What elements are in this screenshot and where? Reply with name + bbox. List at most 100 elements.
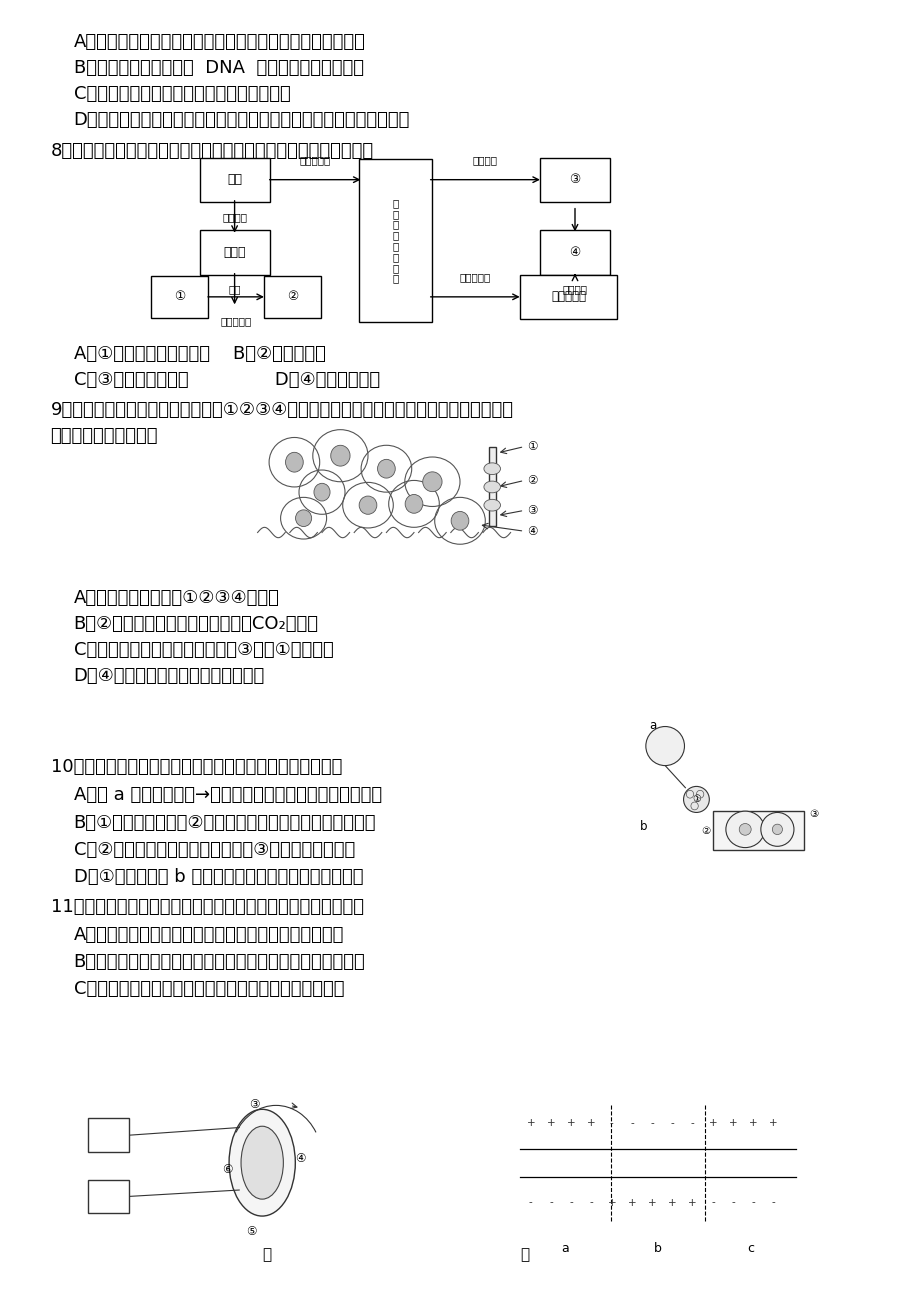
Text: -: - bbox=[528, 1198, 532, 1207]
Ellipse shape bbox=[285, 452, 303, 473]
Text: +: + bbox=[526, 1118, 535, 1128]
Text: ③: ③ bbox=[249, 1098, 260, 1111]
Ellipse shape bbox=[683, 786, 709, 812]
Text: +: + bbox=[586, 1118, 596, 1128]
Text: a: a bbox=[561, 1242, 569, 1255]
Text: ⑥: ⑥ bbox=[221, 1163, 233, 1176]
Text: 进化的结果: 进化的结果 bbox=[460, 272, 490, 283]
Text: 8．下列为现代生物进化理论的概念图，以下说法正确的是（　　）: 8．下列为现代生物进化理论的概念图，以下说法正确的是（ ） bbox=[51, 142, 373, 160]
Text: -: - bbox=[690, 1118, 694, 1128]
Text: 理论核心: 理论核心 bbox=[472, 155, 497, 165]
Text: C．某人长期营养不良，则会引起③液和①液的减少: C．某人长期营养不良，则会引起③液和①液的减少 bbox=[74, 641, 333, 659]
Ellipse shape bbox=[404, 495, 423, 513]
Ellipse shape bbox=[358, 496, 377, 514]
Text: -: - bbox=[771, 1198, 775, 1207]
FancyBboxPatch shape bbox=[88, 1180, 129, 1213]
Text: +: + bbox=[647, 1198, 656, 1207]
Text: 生物多样性: 生物多样性 bbox=[550, 290, 585, 303]
Text: 包含层次: 包含层次 bbox=[562, 284, 587, 294]
Text: +: + bbox=[546, 1118, 555, 1128]
FancyBboxPatch shape bbox=[519, 275, 617, 319]
Ellipse shape bbox=[377, 460, 395, 478]
Text: ③: ③ bbox=[527, 504, 537, 517]
Text: +: + bbox=[708, 1118, 717, 1128]
Text: ①: ① bbox=[527, 440, 537, 453]
Text: ①: ① bbox=[174, 290, 185, 303]
Text: 种群: 种群 bbox=[227, 173, 242, 186]
Text: A．甲、乙过程主要发生在细胞核内，丙过程发生在核糖体上: A．甲、乙过程主要发生在细胞核内，丙过程发生在核糖体上 bbox=[74, 33, 365, 51]
Text: 甲: 甲 bbox=[262, 1247, 271, 1263]
FancyBboxPatch shape bbox=[199, 230, 269, 275]
Text: -: - bbox=[670, 1118, 674, 1128]
Text: +: + bbox=[667, 1198, 676, 1207]
Text: ②: ② bbox=[103, 1190, 114, 1203]
FancyBboxPatch shape bbox=[539, 230, 609, 275]
Text: ④: ④ bbox=[569, 246, 580, 259]
Text: A．①是生物的突变和重组    B．②是自然选择: A．①是生物的突变和重组 B．②是自然选择 bbox=[74, 345, 325, 363]
FancyBboxPatch shape bbox=[88, 1118, 129, 1152]
Text: A．人体的内环境是由①②③④组成的: A．人体的内环境是由①②③④组成的 bbox=[74, 589, 279, 607]
Text: ①: ① bbox=[103, 1129, 114, 1142]
Text: +: + bbox=[728, 1118, 737, 1128]
Ellipse shape bbox=[760, 812, 793, 846]
Text: 进化的实质: 进化的实质 bbox=[221, 316, 251, 327]
Text: ①: ① bbox=[691, 794, 700, 805]
Text: B．激素和酶都具有高效性，能产生酶的细胞一定能产生激素: B．激素和酶都具有高效性，能产生酶的细胞一定能产生激素 bbox=[74, 953, 365, 971]
Text: B．甲、乙两过程都需要  DNA  聚合酶、解旋酶的催化: B．甲、乙两过程都需要 DNA 聚合酶、解旋酶的催化 bbox=[74, 59, 363, 77]
Text: +: + bbox=[768, 1118, 777, 1128]
FancyBboxPatch shape bbox=[151, 276, 208, 318]
Text: D．①中内容物使 b 兴奋时，兴奋处外表面分布着负电荷: D．①中内容物使 b 兴奋时，兴奋处外表面分布着负电荷 bbox=[74, 868, 363, 887]
Text: c: c bbox=[746, 1242, 753, 1255]
FancyBboxPatch shape bbox=[539, 158, 609, 202]
Text: -: - bbox=[549, 1198, 552, 1207]
Text: B．②中含激素、血红蛋白、乳酸、CO₂等物质: B．②中含激素、血红蛋白、乳酸、CO₂等物质 bbox=[74, 615, 318, 633]
Text: ②: ② bbox=[287, 290, 298, 303]
FancyBboxPatch shape bbox=[199, 158, 269, 202]
Text: -: - bbox=[751, 1198, 754, 1207]
FancyBboxPatch shape bbox=[358, 160, 432, 323]
Text: -: - bbox=[650, 1118, 653, 1128]
Text: -: - bbox=[609, 1118, 613, 1128]
Text: 进化的单位: 进化的单位 bbox=[300, 155, 330, 165]
Text: +: + bbox=[687, 1198, 697, 1207]
Text: ②: ② bbox=[700, 825, 709, 836]
Bar bbox=[488, 447, 495, 526]
Ellipse shape bbox=[483, 499, 500, 512]
Text: b: b bbox=[640, 820, 647, 833]
Ellipse shape bbox=[422, 471, 442, 492]
Text: 导致: 导致 bbox=[228, 284, 241, 294]
Text: 乙: 乙 bbox=[519, 1247, 528, 1263]
Text: D．④的有氧呼吸产物可参加体液调节: D．④的有氧呼吸产物可参加体液调节 bbox=[74, 667, 265, 685]
Text: +: + bbox=[607, 1198, 616, 1207]
Ellipse shape bbox=[725, 811, 764, 848]
Text: C．③是自然选择学说               D．④是物种多样性: C．③是自然选择学说 D．④是物种多样性 bbox=[74, 371, 380, 389]
Text: +: + bbox=[748, 1118, 757, 1128]
Ellipse shape bbox=[739, 824, 751, 836]
Text: -: - bbox=[630, 1118, 633, 1128]
Ellipse shape bbox=[241, 1126, 283, 1199]
Ellipse shape bbox=[229, 1109, 295, 1216]
Text: D．甲、乙、丙过程所需原料依次是脱氧核苷酸、核糖核苷酸、氨基酸: D．甲、乙、丙过程所需原料依次是脱氧核苷酸、核糖核苷酸、氨基酸 bbox=[74, 111, 410, 129]
Text: 9．下图是人体某组织结构示意图，①②③④分别表示人体内不同部位的液体。据图判断下列: 9．下图是人体某组织结构示意图，①②③④分别表示人体内不同部位的液体。据图判断下… bbox=[51, 401, 513, 419]
Text: ③: ③ bbox=[569, 173, 580, 186]
Ellipse shape bbox=[331, 445, 350, 466]
Text: 11．关于激素、抗体、酶和神经递质的叙述，正确的是（　　）: 11．关于激素、抗体、酶和神经递质的叙述，正确的是（ ） bbox=[51, 898, 363, 917]
FancyBboxPatch shape bbox=[712, 811, 803, 850]
Text: B．①中内容物释放至②中主要借助于突触前膜的选择透过性: B．①中内容物释放至②中主要借助于突触前膜的选择透过性 bbox=[74, 814, 376, 832]
Ellipse shape bbox=[772, 824, 782, 835]
Text: +: + bbox=[566, 1118, 575, 1128]
Ellipse shape bbox=[483, 462, 500, 475]
Ellipse shape bbox=[450, 512, 469, 530]
Text: ⑤: ⑤ bbox=[245, 1225, 256, 1238]
Text: C．②处的液体为组织液，含有能被③特异性识别的物质: C．②处的液体为组织液，含有能被③特异性识别的物质 bbox=[74, 841, 355, 859]
Text: ④: ④ bbox=[295, 1152, 306, 1165]
Text: ③: ③ bbox=[809, 809, 818, 819]
Text: -: - bbox=[710, 1198, 714, 1207]
Text: -: - bbox=[731, 1198, 734, 1207]
Text: 10．如图为突触结构模式图，下列说法不正确的是（　　）: 10．如图为突触结构模式图，下列说法不正确的是（ ） bbox=[51, 758, 342, 776]
FancyBboxPatch shape bbox=[264, 276, 321, 318]
Text: 说法正确的是（　　）: 说法正确的是（ ） bbox=[51, 427, 158, 445]
Ellipse shape bbox=[645, 727, 684, 766]
Text: 现
代
生
物
进
化
理
论: 现 代 生 物 进 化 理 论 bbox=[392, 198, 398, 284]
Text: C．甲、乙、丙过程都遵循碱基互补配对原则: C．甲、乙、丙过程都遵循碱基互补配对原则 bbox=[74, 85, 290, 103]
